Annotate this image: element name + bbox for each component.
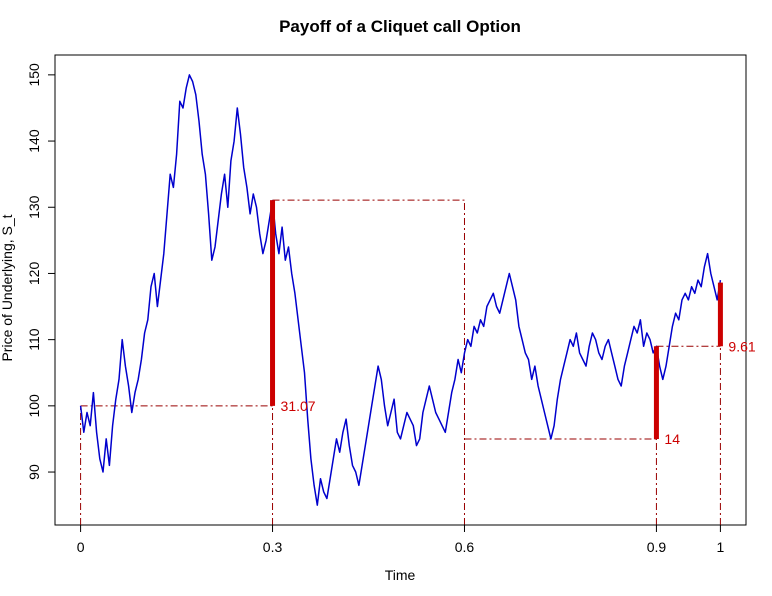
y-tick-label: 90 xyxy=(26,464,42,480)
y-tick-label: 130 xyxy=(26,195,42,219)
price-path-line xyxy=(79,74,722,506)
chart-title: Payoff of a Cliquet call Option xyxy=(279,17,521,36)
y-tick-label: 110 xyxy=(26,328,42,351)
payoff-label: 14 xyxy=(664,431,680,447)
reset-guides xyxy=(80,199,721,525)
x-tick-label: 0.9 xyxy=(647,539,667,555)
y-axis: 90 100 110 120 130 140 150 xyxy=(26,63,56,480)
y-tick-label: 120 xyxy=(26,262,42,286)
payoff-label: 31.07 xyxy=(281,398,316,414)
price-series xyxy=(79,74,722,506)
y-tick-label: 100 xyxy=(26,394,42,418)
y-tick-label: 150 xyxy=(26,63,42,87)
x-axis-label: Time xyxy=(385,567,416,583)
payoff-label: 9.61 xyxy=(728,338,755,354)
y-tick-label: 140 xyxy=(26,129,42,153)
x-axis: 0 0.3 0.6 0.9 1 xyxy=(77,524,725,555)
x-tick-label: 0.6 xyxy=(455,539,475,555)
payoff-bars: 31.07 14 9.61 xyxy=(270,200,756,447)
x-tick-label: 0.3 xyxy=(263,539,283,555)
y-axis-label: Price of Underlying, S_t xyxy=(0,214,15,361)
x-tick-label: 0 xyxy=(77,539,85,555)
x-tick-label: 1 xyxy=(717,539,725,555)
